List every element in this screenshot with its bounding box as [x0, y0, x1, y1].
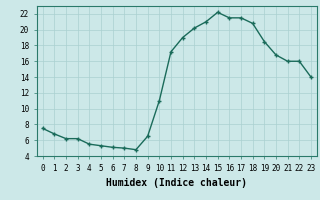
X-axis label: Humidex (Indice chaleur): Humidex (Indice chaleur): [106, 178, 247, 188]
